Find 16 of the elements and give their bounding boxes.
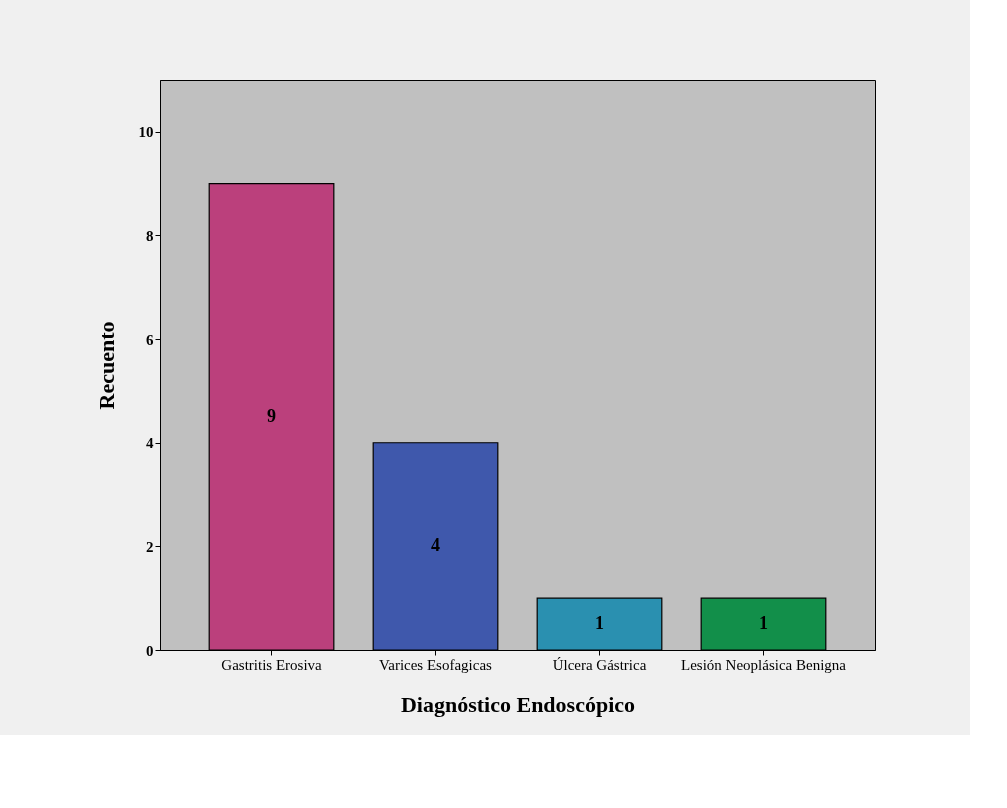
y-tick-label: 4	[146, 435, 154, 452]
y-tick-label: 6	[146, 331, 154, 348]
x-tick-label: Lesión Neoplásica Benigna	[681, 656, 847, 673]
data-label: 1	[758, 613, 768, 634]
y-tick-label: 10	[138, 124, 154, 141]
x-tick-label: Varices Esofagicas	[379, 656, 493, 673]
x-tick-label: Gastritis Erosiva	[221, 656, 323, 673]
y-tick-label: 0	[146, 642, 154, 659]
x-tick-label: Úlcera Gástrica	[552, 656, 647, 673]
data-label: 1	[595, 613, 604, 634]
data-label: 4	[431, 535, 440, 556]
data-label: 9	[267, 405, 277, 426]
y-tick-label: 2	[146, 538, 154, 555]
y-axis-title: Recuento	[93, 321, 119, 410]
y-tick-label: 8	[146, 227, 154, 244]
x-axis-title: Diagnóstico Endoscópico	[400, 691, 636, 717]
